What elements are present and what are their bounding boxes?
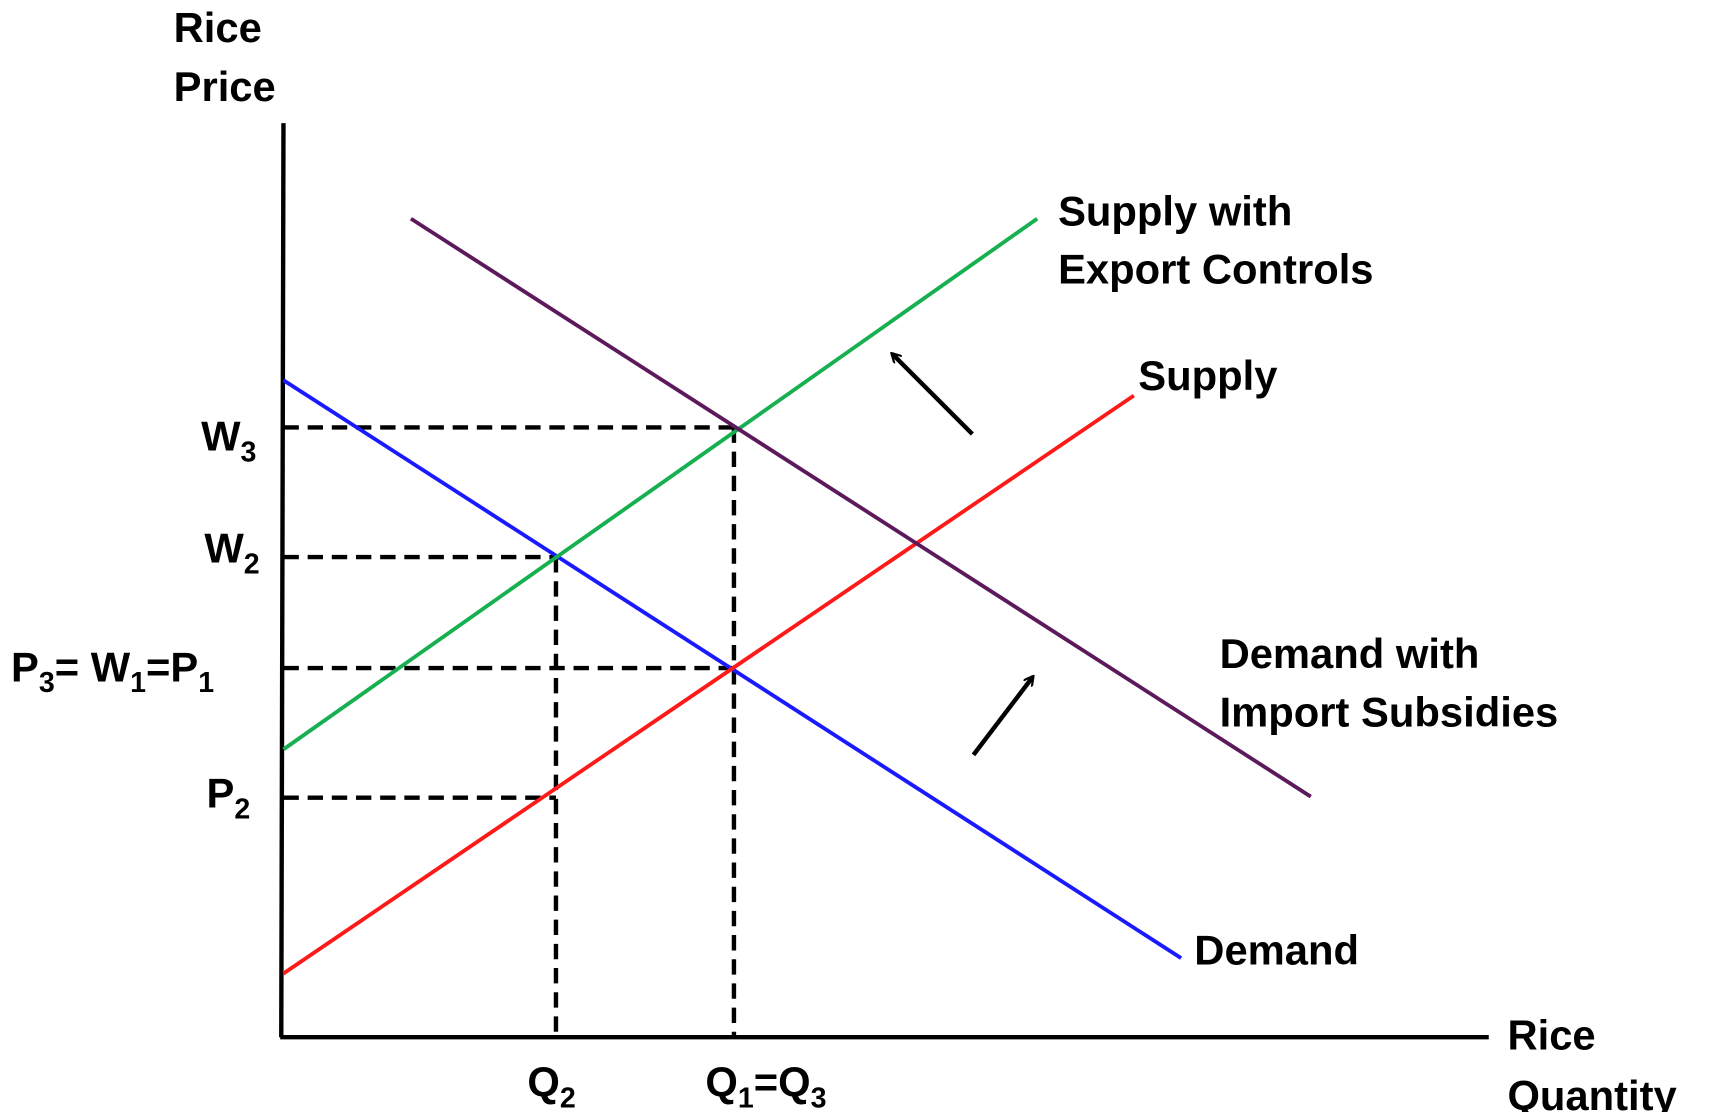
price-label: P2	[207, 770, 251, 826]
price-label: W3	[201, 413, 256, 469]
y-axis	[279, 123, 286, 1038]
label-part: 1	[738, 1083, 754, 1112]
label-part: 2	[244, 549, 260, 581]
label-part: P	[11, 643, 39, 690]
label-part: =Q	[754, 1059, 811, 1106]
label-part: 1	[130, 667, 146, 699]
supply-export-line	[282, 217, 1039, 751]
label-part: =P	[146, 643, 198, 690]
quantity-label: Q1=Q3	[705, 1059, 826, 1112]
y-axis-label: Price	[174, 63, 276, 110]
curve-label: Demand with	[1220, 630, 1480, 677]
price-label: P3= W1=P1	[11, 643, 214, 699]
label-part: 2	[560, 1083, 576, 1112]
label-part: = W	[55, 643, 131, 690]
label-part: P	[207, 770, 235, 817]
curve-label: Export Controls	[1058, 246, 1373, 293]
y-axis-label: Rice	[174, 4, 262, 51]
demand-import-line	[409, 217, 1312, 799]
shift-arrow	[892, 354, 974, 436]
x-axis-label: Rice	[1507, 1011, 1595, 1058]
label-part: Q	[705, 1059, 737, 1106]
label-part: W	[201, 413, 241, 460]
label-part: 3	[811, 1083, 827, 1112]
label-part: 2	[234, 794, 250, 826]
quantity-label: Q2	[527, 1059, 575, 1112]
price-label: W2	[204, 525, 259, 581]
x-axis-label: Quantity	[1507, 1072, 1676, 1112]
label-part: 1	[198, 667, 214, 699]
curve-label: Supply with	[1058, 187, 1292, 234]
shift-arrow	[971, 677, 1032, 757]
curve-label: Supply	[1138, 352, 1277, 399]
label-part: Q	[527, 1059, 559, 1106]
label-part: 3	[39, 667, 55, 699]
curve-label: Import Subsidies	[1220, 688, 1559, 735]
curve-label: Demand	[1194, 927, 1359, 974]
label-part: 3	[240, 437, 256, 469]
supply-line	[282, 393, 1135, 976]
label-part: W	[204, 525, 244, 572]
